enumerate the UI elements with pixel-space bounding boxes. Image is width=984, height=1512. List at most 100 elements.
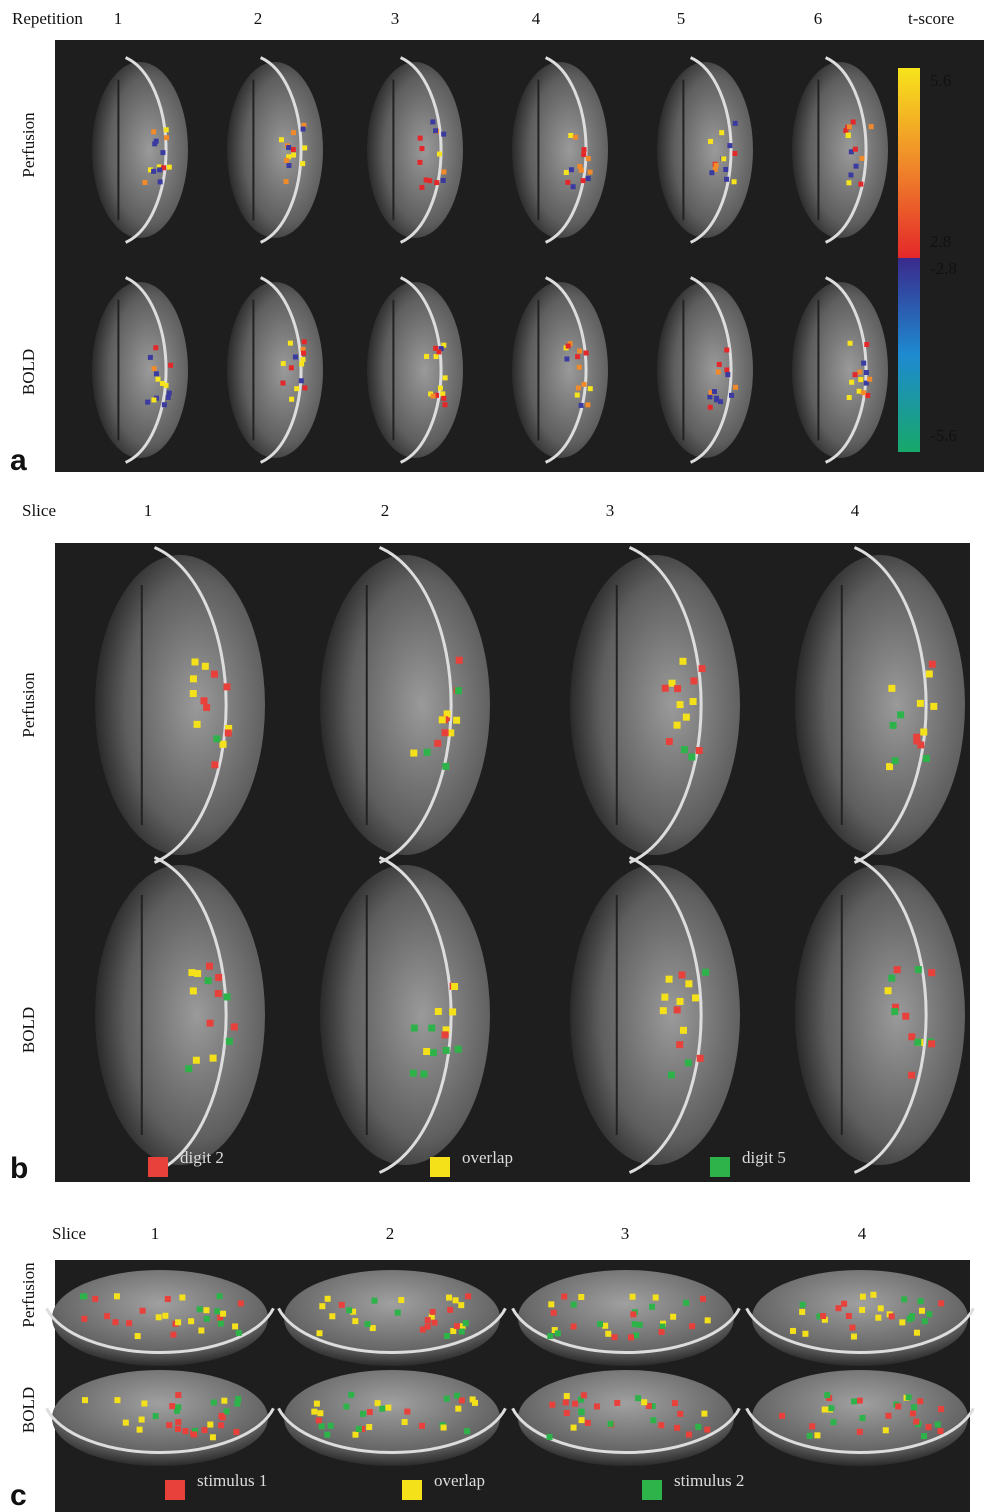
brain [95,555,265,855]
column-label: 5 [677,9,686,28]
activation [213,735,220,742]
activation [724,177,729,182]
legend-swatch [165,1480,185,1500]
activation [141,1401,147,1407]
page: {"panel_a": {"label": "a", "column_title… [0,0,984,1512]
activation [919,1308,925,1314]
activation [569,167,574,172]
activation [937,1428,943,1434]
activation [633,1332,639,1338]
activation [319,1423,325,1429]
activation [175,1404,181,1410]
activation [679,658,686,665]
activation [828,1405,834,1411]
activation [224,993,231,1000]
activation [913,734,920,741]
activation [162,402,167,407]
activation [153,1413,159,1419]
activation [435,1008,442,1015]
activation [190,675,197,682]
column-label: 3 [621,1224,630,1243]
activation [148,355,153,360]
activation [440,391,445,396]
activation [935,1422,941,1428]
activation [316,1417,322,1423]
activation [169,1403,175,1409]
activation [442,1031,449,1038]
brain [512,282,608,458]
colorbar-tick-label: -2.8 [930,259,957,278]
activation [858,377,863,382]
activation [582,382,587,387]
activation [690,698,697,705]
activation [459,1397,465,1403]
activation [670,1314,676,1320]
activation [716,370,721,375]
activation [674,1425,680,1431]
activation [661,994,668,1001]
activation [140,1308,146,1314]
activation [847,395,852,400]
activation [630,1294,636,1300]
activation [291,153,296,158]
activation [234,1401,240,1407]
activation [717,362,722,367]
activation [348,1392,354,1398]
activation [586,176,591,181]
activation [442,402,447,407]
activation [913,1419,919,1425]
activation [170,1332,176,1338]
legend-label: stimulus 2 [674,1471,744,1490]
activation [167,391,172,396]
activation [568,133,573,138]
activation [325,1296,331,1302]
activation [300,357,305,362]
activation [849,1325,855,1331]
activation [206,963,213,970]
activation [849,380,854,385]
column-label: 6 [814,9,823,28]
activation [379,1406,385,1412]
activation [156,1314,162,1320]
activation [579,1409,585,1415]
activation [431,394,436,399]
activation [453,717,460,724]
activation [581,1392,587,1398]
activation [858,182,863,187]
legend-swatch [710,1157,730,1177]
activation [921,1433,927,1439]
activation [692,994,699,1001]
activation [402,1419,408,1425]
brain [227,62,323,238]
activation [438,386,443,391]
activation [929,661,936,668]
activation [660,1324,666,1330]
activation [317,1330,323,1336]
activation [910,1411,916,1417]
brain [792,62,888,238]
activation [165,1296,171,1302]
activation [123,1420,129,1426]
activation [395,1310,401,1316]
activation [175,1419,181,1425]
activation [427,178,432,183]
activation [311,1409,317,1415]
activation [465,1293,471,1299]
activation [679,971,686,978]
activation [848,341,853,346]
activation [928,1040,935,1047]
activation [683,1300,689,1306]
activation [547,1434,553,1440]
activation [885,1413,891,1419]
activation [371,1298,377,1304]
activation [628,1334,634,1340]
activation [926,1311,932,1317]
activation [424,354,429,359]
brain [795,865,965,1165]
activation [215,990,222,997]
activation [564,170,569,175]
activation [220,1311,226,1317]
activation [210,1434,216,1440]
activation [695,1424,701,1430]
activation [428,1024,435,1031]
